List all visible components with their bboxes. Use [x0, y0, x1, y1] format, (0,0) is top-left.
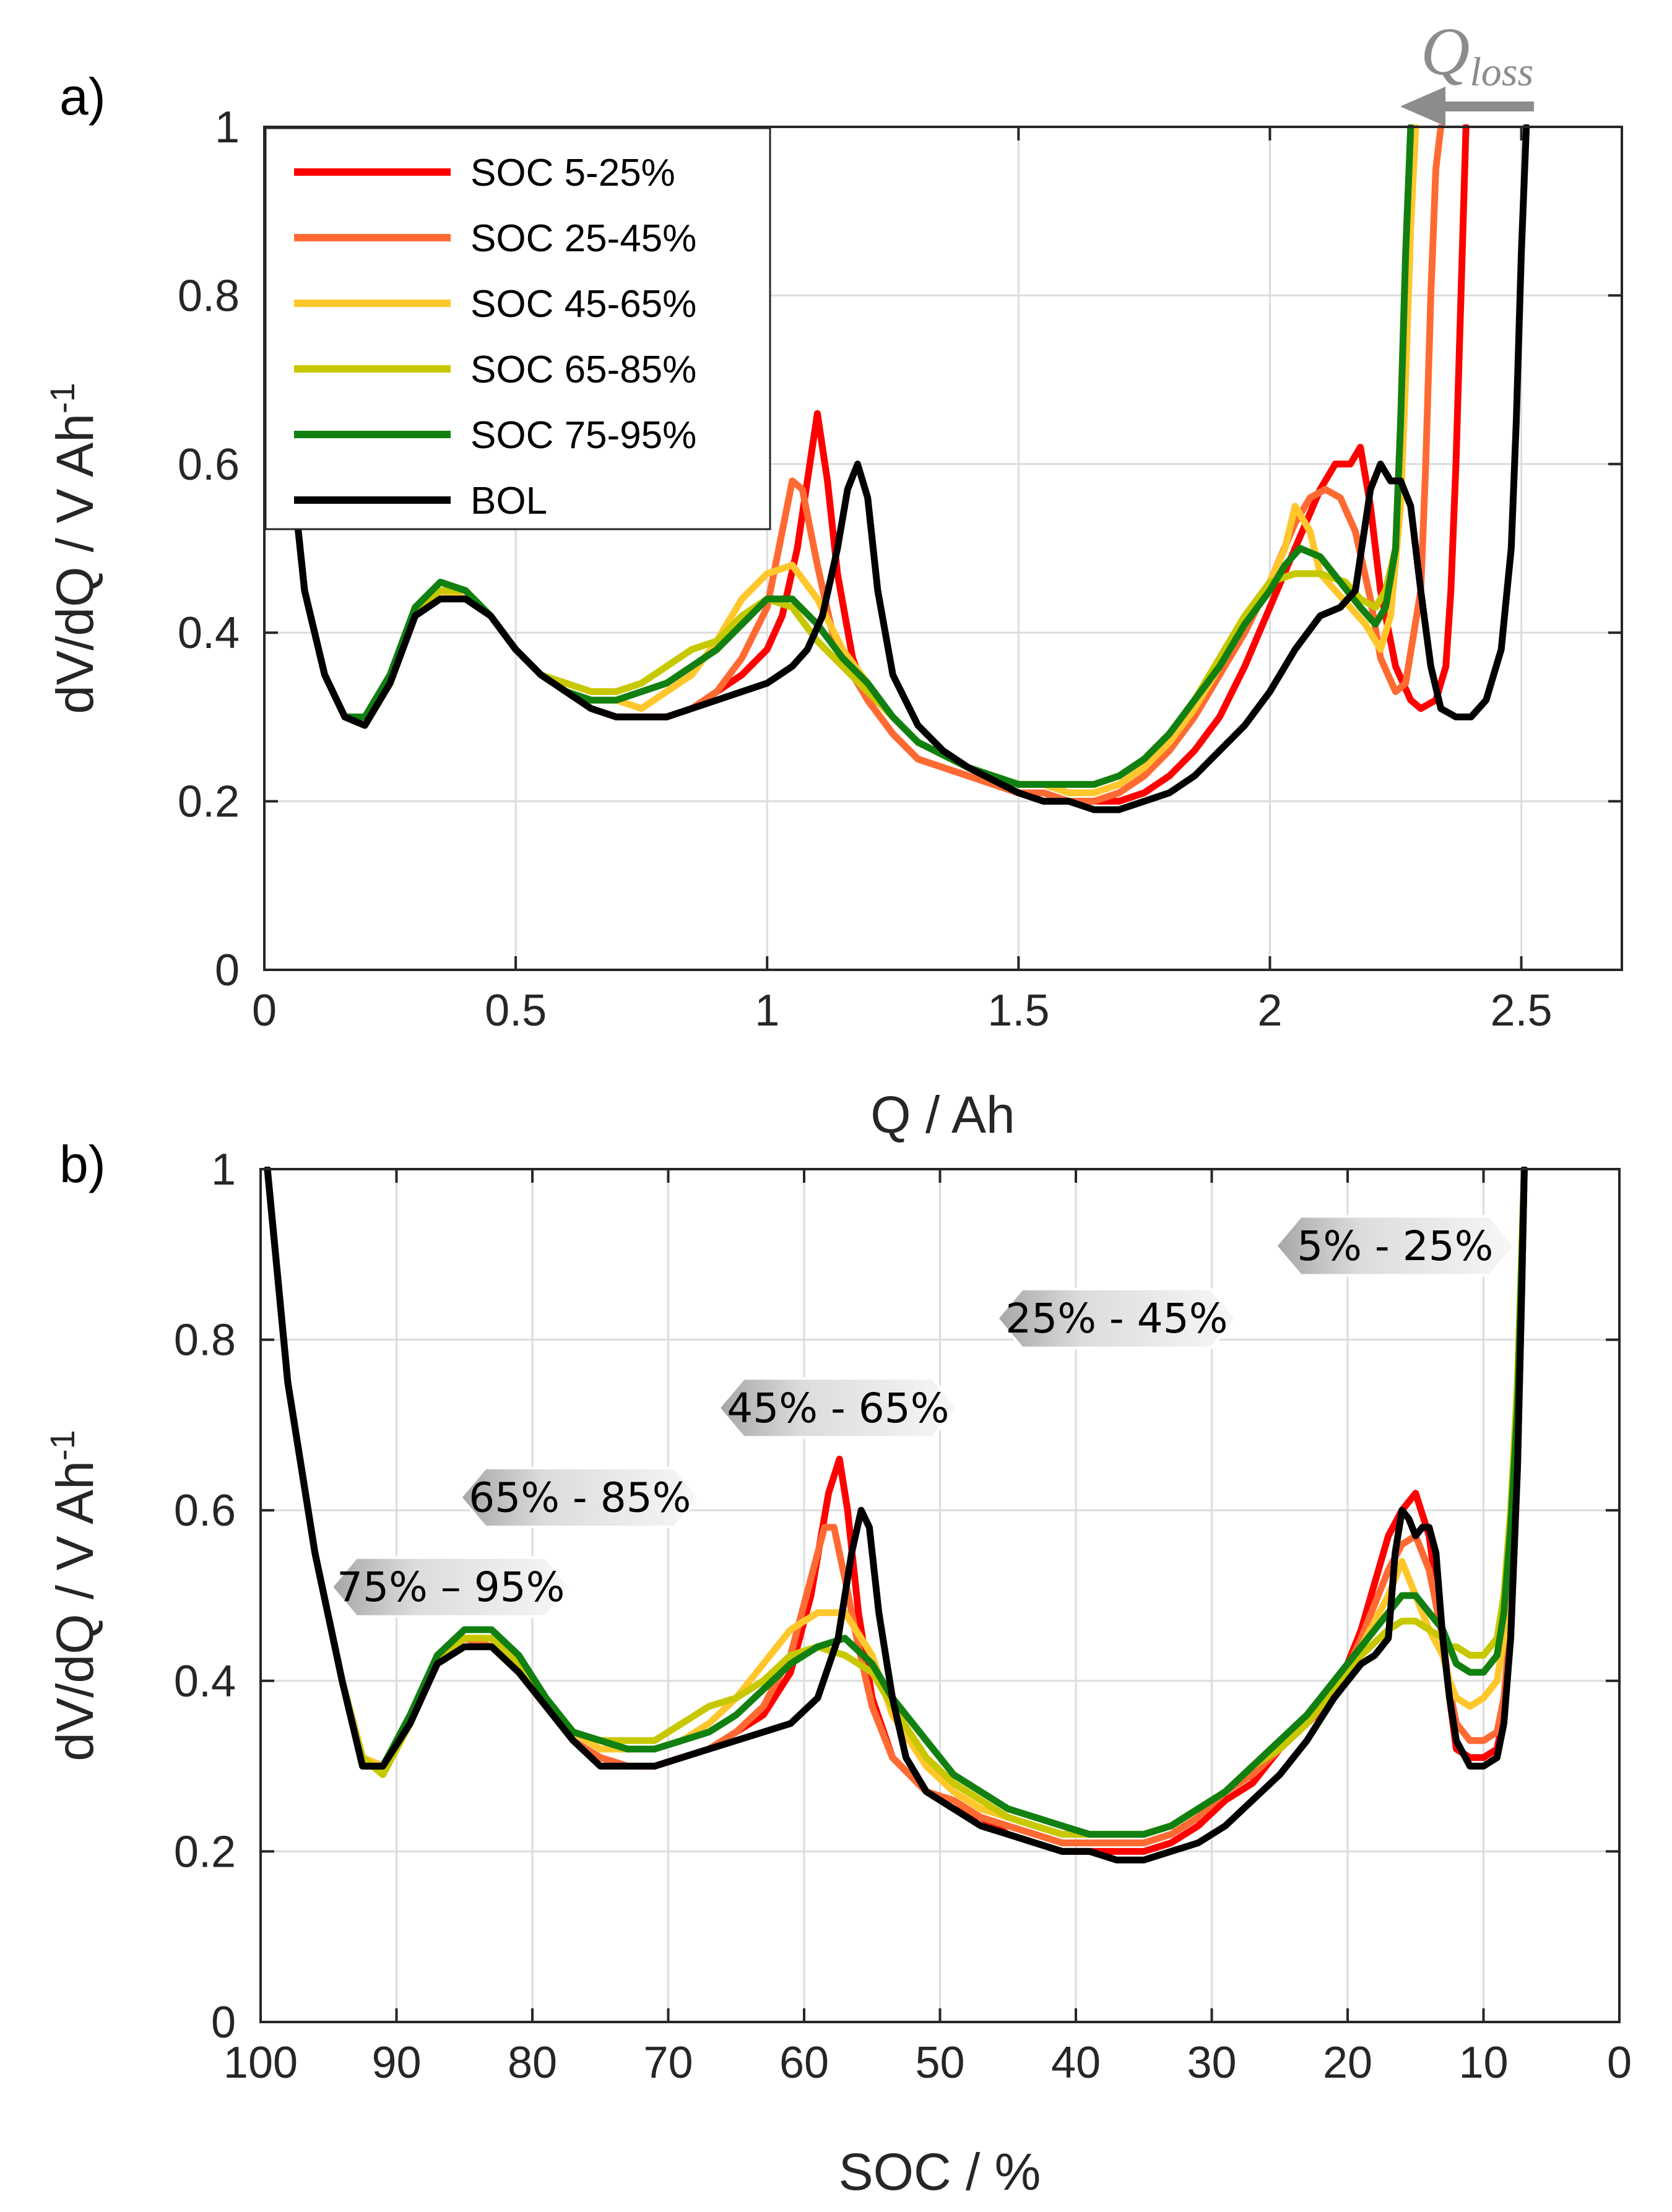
panel-b-label: b): [59, 1135, 106, 1193]
panel-a-series: [286, 124, 1530, 813]
panel-a-x-tick-label: 2.5: [1491, 986, 1553, 1035]
panel-a-y-tick-label: 0.6: [178, 440, 240, 490]
panel-b-x-tick-label: 70: [643, 2038, 693, 2088]
soc-window-tag: 5% - 25%: [1274, 1215, 1516, 1277]
panel-b-x-tick-label: 10: [1458, 2038, 1508, 2088]
panel-a-x-tick-label: 2: [1257, 986, 1282, 1035]
panel-b-x-tick-label: 100: [223, 2038, 298, 2088]
panel-a-y-tick-label: 0.4: [178, 608, 240, 658]
panel-b-y-tick-label: 0.6: [174, 1486, 236, 1536]
soc-window-tag-label: 45% - 65%: [727, 1385, 949, 1432]
soc-window-tag-label: 5% - 25%: [1297, 1222, 1493, 1270]
soc-window-tag-shape: [459, 1467, 701, 1528]
panel-a-ticks: 0 0.5 1 1.5 2 2.5 0 0.2 0.4 0.6 0.8 1: [178, 103, 1622, 1035]
panel-b-x-tick-label: 90: [371, 2038, 421, 2088]
legend-entry: SOC 5-25%: [470, 152, 675, 194]
legend-entry: SOC 25-45%: [470, 217, 696, 260]
soc-window-tag-label: 65% - 85%: [469, 1474, 691, 1522]
panel-a-y-tick-label: 0: [215, 946, 240, 995]
soc-window-tags: 5% - 25% 25% - 45% 45% - 65% 65% - 85% 75% –…: [330, 1215, 1516, 1618]
panel-b-y-tick-label: 0.8: [174, 1316, 236, 1365]
panel-b: b) 100 90 80 70 60 50 40 30 20 10 000.20.40.60.81 …: [43, 1135, 1632, 2201]
panel-a-y-axis-label-main: dV/dQ / V Ah: [46, 413, 104, 714]
panel-a-y-tick-label: 0.2: [178, 777, 240, 827]
panel-b-x-tick-label: 40: [1051, 2038, 1101, 2088]
legend-box: [264, 127, 771, 530]
panel-a-axes-box: [263, 126, 1623, 971]
panel-b-series: [264, 1167, 1528, 1864]
qloss-arrow-head-icon: [1400, 87, 1445, 126]
panel-b-y-tick-label: 0.4: [174, 1657, 236, 1706]
panel-b-y-axis-label-sup: -1: [43, 1430, 82, 1461]
panel-a-y-tick-label: 0.8: [178, 271, 240, 321]
panel-b-y-axis-label-main: dV/dQ / V Ah: [46, 1461, 104, 1761]
soc-window-tag-label: 75% – 95%: [337, 1563, 565, 1611]
panel-b-x-tick-label: 50: [915, 2038, 964, 2088]
panel-b-series-bol: [264, 1167, 1528, 1864]
panel-a-y-tick-label: 1: [215, 103, 240, 152]
panel-b-ticks: 100 90 80 70 60 50 40 30 20 10 000.20.40.60.81: [174, 1145, 1632, 2088]
panel-a-x-axis-label: Q / Ah: [870, 1086, 1015, 1144]
panel-a-y-axis-label: dV/dQ / V Ah-1: [43, 382, 104, 714]
panel-b-x-tick-label: 30: [1187, 2038, 1236, 2088]
panel-b-x-tick-label: 60: [779, 2038, 829, 2088]
panel-b-y-tick-label: 0.2: [174, 1827, 236, 1877]
legend-entry: SOC 65-85%: [470, 348, 696, 391]
soc-window-tag-shape: [717, 1377, 959, 1439]
qloss-annotation: Qloss: [1400, 14, 1534, 126]
panel-b-x-axis-label: SOC / %: [839, 2143, 1041, 2201]
panel-b-x-tick-label: 20: [1323, 2038, 1372, 2088]
panel-a-label: a): [59, 67, 106, 126]
panel-a-y-axis-label-sup: -1: [43, 382, 82, 413]
qloss-sub: loss: [1470, 50, 1533, 95]
soc-window-tag-label: 25% - 45%: [1005, 1295, 1228, 1342]
soc-window-tag: 25% - 45%: [995, 1287, 1237, 1349]
panel-a-x-tick-label: 1.5: [987, 986, 1049, 1035]
panel-b-x-tick-label: 0: [1607, 2038, 1632, 2088]
soc-window-tag: 65% - 85%: [459, 1467, 701, 1528]
soc-window-tag: 45% - 65%: [717, 1377, 959, 1439]
panel-b-y-tick-label: 1: [211, 1145, 236, 1195]
legend-entry: SOC 45-65%: [470, 283, 696, 326]
panel-b-series-soc-75-95: [264, 1167, 1528, 1838]
legend-entry: BOL: [470, 480, 547, 522]
panel-a-x-tick-label: 0.5: [485, 986, 547, 1035]
panel-b-x-tick-label: 80: [508, 2038, 557, 2088]
legend: SOC 5-25% SOC 25-45% SOC 45-65% SOC 65-85% S…: [264, 127, 771, 530]
panel-a-series-soc-75-95: [286, 124, 1414, 788]
soc-window-tag-shape: [1274, 1215, 1516, 1277]
panel-a-x-tick-label: 1: [755, 986, 779, 1035]
soc-window-tag-shape: [330, 1556, 572, 1618]
soc-window-tag-shape: [995, 1287, 1237, 1349]
panel-a: a) 0 0.5 1 1.5 2 2.5 0 0.2 0.4 0.6 0.8 1 Q / Ah dV/…: [43, 14, 1623, 1144]
panel-a-series-bol: [286, 124, 1530, 813]
qloss-label: Qloss: [1421, 14, 1533, 95]
legend-entry: SOC 75-95%: [470, 414, 696, 457]
qloss-main: Q: [1421, 14, 1470, 89]
panel-b-y-tick-label: 0: [211, 1998, 236, 2047]
soc-window-tag: 75% – 95%: [330, 1556, 572, 1618]
panel-b-y-axis-label: dV/dQ / V Ah-1: [43, 1430, 104, 1761]
panel-a-x-tick-label: 0: [252, 986, 277, 1035]
